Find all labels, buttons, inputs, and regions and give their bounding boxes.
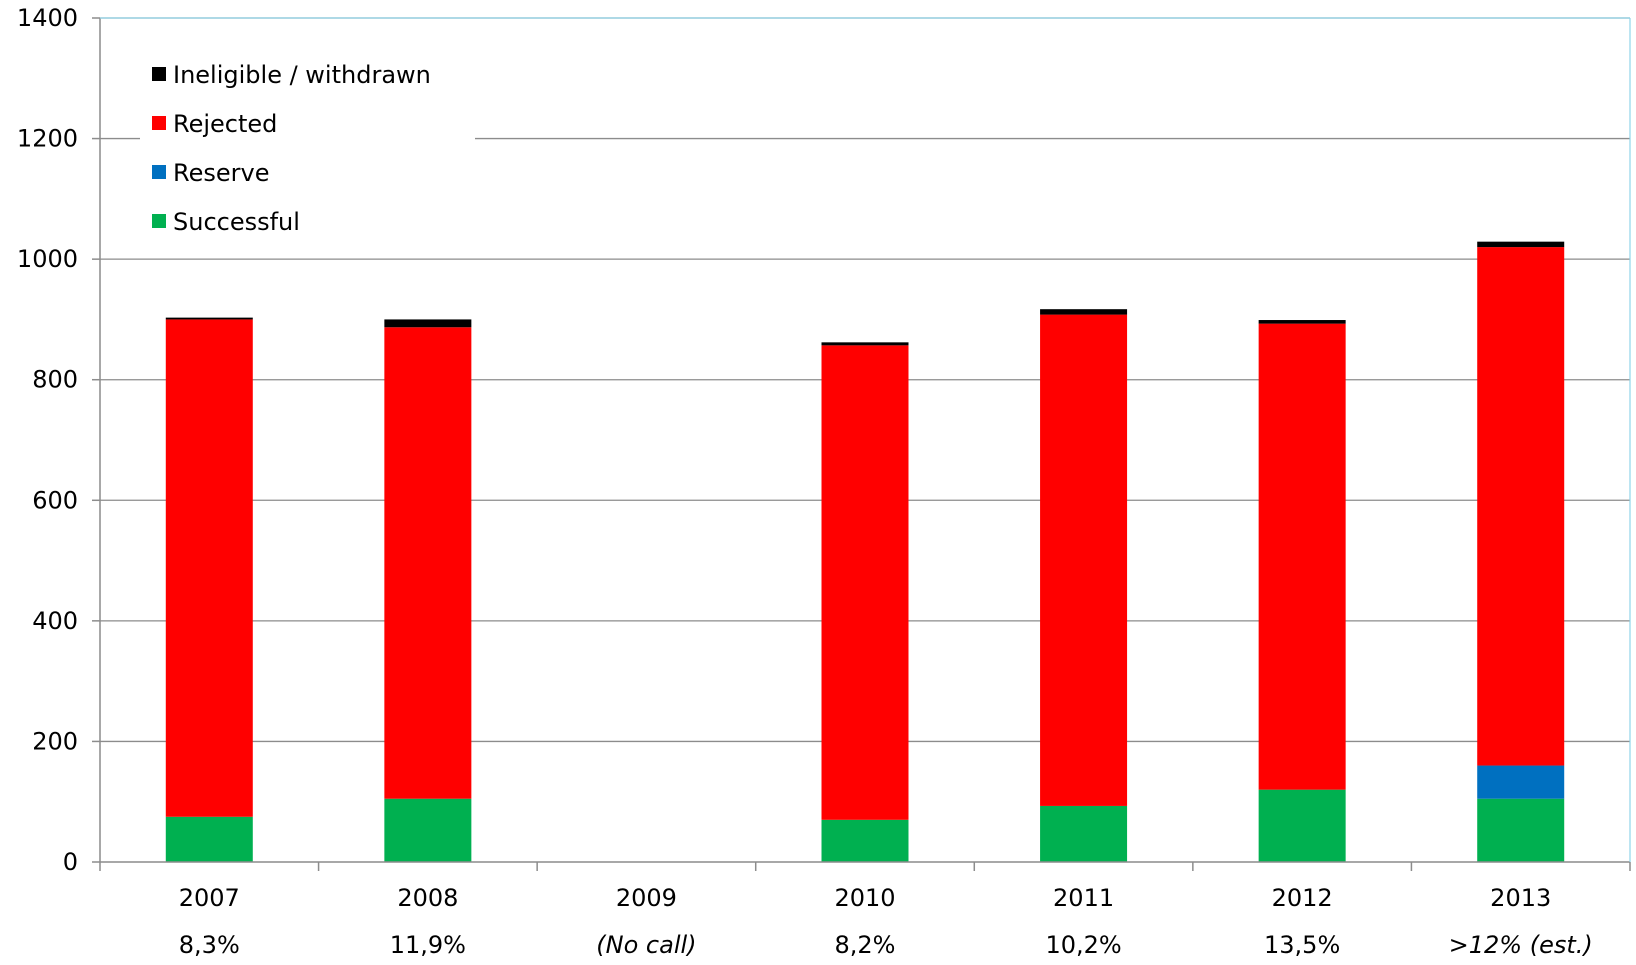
x-tick-label-2011: 2011 (1053, 884, 1114, 912)
y-tick-label-800: 800 (32, 366, 78, 394)
y-tick-label-1200: 1200 (17, 125, 78, 153)
bar-2013-successful (1477, 798, 1565, 862)
bar-2013-reserve (1477, 765, 1565, 799)
legend-swatch-reserve (152, 165, 166, 179)
category-note-2009: (No call) (596, 931, 696, 959)
y-tick-label-400: 400 (32, 607, 78, 635)
bars (165, 241, 1565, 862)
bar-2011-successful (1040, 805, 1128, 862)
y-tick-label-0: 0 (63, 848, 78, 876)
bar-2012-ineligible-withdrawn (1258, 320, 1346, 324)
legend-label-reserve: Reserve (173, 159, 269, 187)
legend-swatch-ineligible-withdrawn (152, 67, 166, 81)
x-tick-label-2013: 2013 (1490, 884, 1551, 912)
bar-2007-rejected (165, 319, 253, 817)
x-tick-label-2007: 2007 (179, 884, 240, 912)
bar-2011-rejected (1040, 314, 1128, 806)
legend-swatch-rejected (152, 116, 166, 130)
bar-2010-ineligible-withdrawn (821, 342, 909, 346)
category-note-2011: 10,2% (1045, 931, 1121, 959)
bar-2008-rejected (384, 327, 472, 799)
legend-label-successful: Successful (173, 208, 300, 236)
category-note-2012: 13,5% (1264, 931, 1340, 959)
bar-2012-rejected (1258, 323, 1346, 790)
legend-label-rejected: Rejected (173, 110, 277, 138)
legend: Ineligible / withdrawn Rejected Reserve Suc… (140, 46, 475, 246)
bar-2011-ineligible-withdrawn (1040, 309, 1128, 315)
bar-2013-ineligible-withdrawn (1477, 241, 1565, 248)
x-tick-label-2008: 2008 (397, 884, 458, 912)
bar-2007-ineligible-withdrawn (165, 317, 253, 320)
category-note-2013: >12% (est.) (1449, 931, 1593, 959)
axes: 0 200 400 600 800 1000 1200 1400 2007 8,3% 2008 11,… (17, 4, 1631, 959)
category-note-2007: 8,3% (179, 931, 240, 959)
x-tick-label-2009: 2009 (616, 884, 677, 912)
legend-swatch-successful (152, 214, 166, 228)
legend-label-ineligible-withdrawn: Ineligible / withdrawn (173, 61, 431, 89)
bar-2007-successful (165, 816, 253, 862)
bar-2010-successful (821, 819, 909, 862)
bar-2008-successful (384, 798, 472, 862)
y-tick-label-1000: 1000 (17, 245, 78, 273)
y-tick-label-600: 600 (32, 486, 78, 514)
y-tick-label-200: 200 (32, 727, 78, 755)
bar-2010-rejected (821, 345, 909, 820)
x-tick-label-2010: 2010 (834, 884, 895, 912)
legend-background (140, 46, 475, 246)
x-tick-label-2012: 2012 (1272, 884, 1333, 912)
bar-2008-ineligible-withdrawn (384, 319, 472, 328)
bar-2012-successful (1258, 789, 1346, 862)
y-tick-label-1400: 1400 (17, 4, 78, 32)
category-note-2008: 11,9% (390, 931, 466, 959)
category-note-2010: 8,2% (835, 931, 896, 959)
bar-2013-rejected (1477, 247, 1565, 766)
